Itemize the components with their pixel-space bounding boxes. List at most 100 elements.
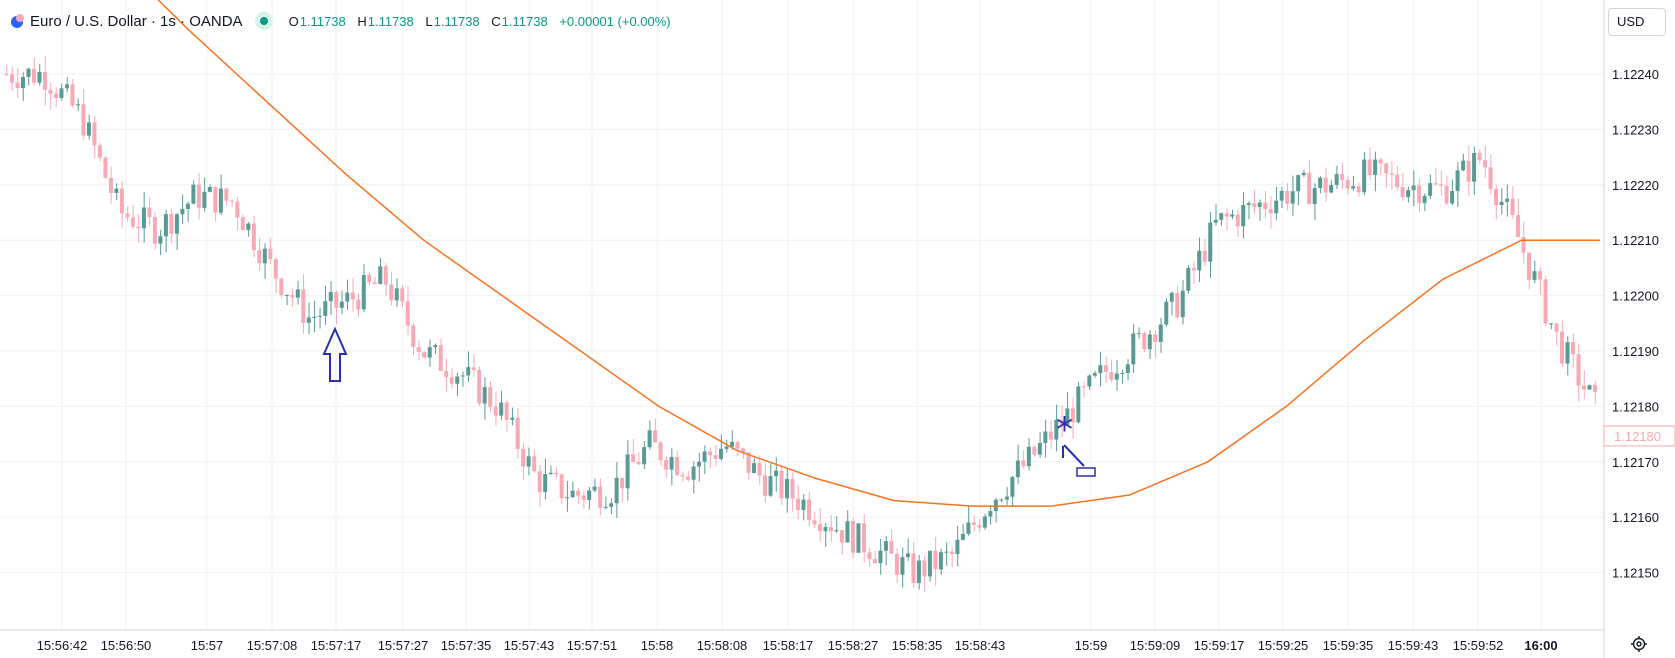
candle-body [999,499,1004,501]
candle-body [1147,334,1152,350]
candle-body [1092,373,1097,376]
candle-body [977,524,982,528]
candle-body [317,315,322,317]
candle-body [119,188,124,214]
candle-body [147,207,152,218]
candle-body [1213,219,1218,223]
candle-body [185,203,190,209]
candle-body [449,377,454,384]
candle-body [1466,160,1471,182]
candle-body [757,463,762,476]
candle-body [427,347,432,358]
candle-body [680,475,685,477]
candle-body [532,456,537,472]
candle-body [1351,186,1356,189]
candle-body [548,472,553,475]
candle-body [1191,268,1196,271]
candle-body [559,474,564,499]
candle-body [1334,174,1339,185]
candle-body [1180,290,1185,318]
candle-body [526,456,531,467]
time-tick-label: 15:57:08 [247,638,298,653]
candle-body [42,71,47,90]
candle-body [790,479,795,499]
candle-body [647,430,652,448]
candle-body [1246,203,1251,206]
candle-body [279,278,284,296]
candle-body [1037,442,1042,455]
candle-body [774,470,779,477]
candle-body [1389,173,1394,175]
candle-body [1521,237,1526,253]
price-tick-label: 1.12180 [1612,399,1659,414]
candle-body [1208,222,1213,262]
candle-body [812,520,817,525]
candle-body [1395,174,1400,188]
time-axis[interactable]: 15:56:42 15:56:50 15:57 15:57:08 15:57:17 15:… [37,638,1558,653]
candle-body [268,248,273,260]
candle-body [669,457,674,470]
candle-body [334,291,339,308]
candle-body [394,288,399,301]
drawing-arrow-up[interactable] [322,326,348,382]
candle-body [4,74,9,75]
low-value: 1.11738 [433,13,480,29]
candle-body [53,93,58,98]
candle-body [686,476,691,480]
candle-body [554,472,559,475]
currency-flag-icon[interactable] [8,12,26,30]
candle-body [1532,271,1537,280]
candle-body [1340,174,1345,180]
time-tick-label: 15:58:35 [892,638,943,653]
arrow-up-outline-icon[interactable] [322,326,348,382]
candle-body [1301,172,1306,176]
currency-selector[interactable]: USD [1608,8,1666,36]
currency-label: USD [1617,14,1645,29]
candle-body [746,452,751,473]
candle-body [570,490,575,498]
candle-body [1587,385,1592,390]
candle-body [37,71,42,83]
price-axis[interactable]: 1.12240 1.12230 1.12220 1.12210 1.12200 1.121… [1612,67,1659,581]
candle-body [1560,331,1565,364]
market-open-dot-icon[interactable] [254,12,273,30]
candle-body [1032,446,1037,455]
candle-body [543,474,548,492]
candle-body [86,122,91,136]
candlestick-series [4,56,1597,592]
candle-body [850,521,855,553]
candle-body [383,266,388,285]
candle-body [702,451,707,462]
candle-body [251,223,256,251]
candle-body [1329,184,1334,193]
drawing-star-annotation[interactable]: * [1056,410,1096,477]
candle-body [339,301,344,308]
time-tick-label: 15:59:17 [1194,638,1245,653]
candle-body [1345,179,1350,189]
asterisk-icon[interactable]: * [1056,410,1073,450]
candle-body [966,522,971,534]
chart-grid [0,0,1604,630]
candle-body [1274,200,1279,214]
candle-body [905,553,910,558]
drawing-selection-box[interactable] [1076,467,1096,477]
candle-body [741,448,746,453]
time-tick-label: 15:59:09 [1130,638,1181,653]
symbol-title[interactable]: Euro / U.S. Dollar · 1s · OANDA [30,12,243,30]
candle-body [768,476,773,496]
time-tick-label: 15:58:08 [697,638,748,653]
candle-body [1021,460,1026,467]
candle-body [1169,292,1174,302]
candle-body [59,88,64,98]
candle-body [416,347,421,353]
candle-body [26,68,31,77]
candle-body [735,441,740,449]
candle-body [779,470,784,499]
candle-body [169,214,174,234]
candle-body [356,299,361,310]
candle-body [471,367,476,371]
gear-icon[interactable] [1630,635,1648,653]
candle-body [466,367,471,376]
time-tick-label: 15:56:50 [101,638,152,653]
